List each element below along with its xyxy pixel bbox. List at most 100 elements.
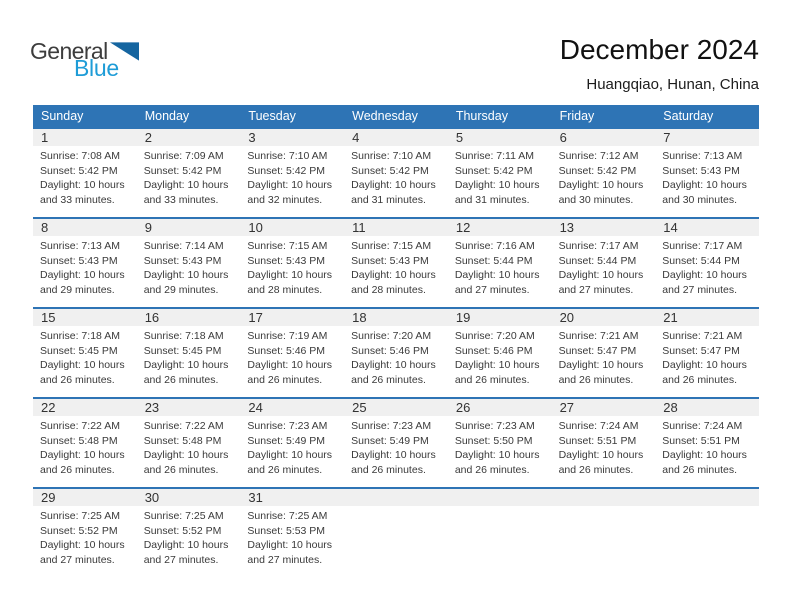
- daylight-text: Daylight: 10 hours and 33 minutes.: [143, 179, 229, 206]
- sunset-text: Sunset: 5:52 PM: [143, 524, 222, 537]
- sunset-text: Sunset: 5:42 PM: [558, 164, 637, 177]
- sunrise-text: Sunrise: 7:20 AM: [454, 330, 535, 342]
- day-cell-empty: [344, 489, 448, 577]
- day-cell-1: 1 Sunrise: 7:08 AM Sunset: 5:42 PM Daylight…: [33, 129, 137, 217]
- day-number: 15: [33, 309, 137, 326]
- day-cell-17: 17 Sunrise: 7:19 AM Sunset: 5:46 PM Dayligh…: [240, 309, 345, 397]
- day-number: 30: [136, 489, 241, 506]
- sunrise-text: Sunrise: 7:22 AM: [143, 420, 224, 432]
- logo-top-row: General: [30, 40, 139, 63]
- day-number: 16: [136, 309, 241, 326]
- day-number: [344, 489, 448, 506]
- day-cell-14: 14 Sunrise: 7:17 AM Sunset: 5:44 PM Dayligh…: [655, 219, 759, 307]
- day-cell-28: 28 Sunrise: 7:24 AM Sunset: 5:51 PM Dayligh…: [655, 399, 759, 487]
- daylight-text: Daylight: 10 hours and 27 minutes.: [40, 539, 125, 566]
- daylight-text: Daylight: 10 hours and 27 minutes.: [247, 539, 333, 566]
- day-number: 4: [344, 129, 448, 146]
- day-number: 2: [136, 129, 241, 146]
- day-number: 21: [655, 309, 759, 326]
- day-number: 3: [240, 129, 345, 146]
- daylight-text: Daylight: 10 hours and 26 minutes.: [558, 359, 644, 386]
- daylight-text: Daylight: 10 hours and 27 minutes.: [454, 269, 540, 296]
- sunset-text: Sunset: 5:53 PM: [247, 524, 326, 537]
- sunset-text: Sunset: 5:45 PM: [40, 344, 118, 357]
- daylight-text: Daylight: 10 hours and 29 minutes.: [143, 269, 229, 296]
- day-number: 6: [551, 129, 656, 146]
- sunset-text: Sunset: 5:43 PM: [662, 164, 740, 177]
- sunset-text: Sunset: 5:46 PM: [351, 344, 429, 357]
- daylight-text: Daylight: 10 hours and 29 minutes.: [40, 269, 125, 296]
- day-number: 29: [33, 489, 137, 506]
- day-cell-10: 10 Sunrise: 7:15 AM Sunset: 5:43 PM Dayligh…: [240, 219, 345, 307]
- sunset-text: Sunset: 5:43 PM: [247, 254, 326, 267]
- sunset-text: Sunset: 5:51 PM: [558, 434, 637, 447]
- day-number: 25: [344, 399, 448, 416]
- logo-text-general: General: [30, 38, 108, 64]
- daylight-text: Daylight: 10 hours and 26 minutes.: [454, 449, 540, 476]
- sunrise-text: Sunrise: 7:17 AM: [662, 240, 743, 252]
- sunset-text: Sunset: 5:48 PM: [40, 434, 118, 447]
- daylight-text: Daylight: 10 hours and 26 minutes.: [40, 359, 125, 386]
- logo-text-blue: Blue: [74, 55, 119, 81]
- logo-triangle-icon: [109, 42, 139, 61]
- weekday-header-thursday: Thursday: [455, 109, 508, 123]
- day-number: 10: [240, 219, 345, 236]
- weekday-header-row: Sunday Monday Tuesday Wednesday Thursday…: [33, 105, 759, 127]
- sunrise-text: Sunrise: 7:21 AM: [662, 330, 743, 342]
- day-number: 11: [344, 219, 448, 236]
- page-location: Huangqiao, Hunan, China: [586, 76, 759, 93]
- sunset-text: Sunset: 5:42 PM: [143, 164, 222, 177]
- day-cell-4: 4 Sunrise: 7:10 AM Sunset: 5:42 PM Daylight…: [344, 129, 448, 217]
- sunrise-text: Sunrise: 7:12 AM: [558, 150, 639, 162]
- sunrise-text: Sunrise: 7:17 AM: [558, 240, 639, 252]
- sunset-text: Sunset: 5:48 PM: [143, 434, 222, 447]
- week-row: 29 Sunrise: 7:25 AM Sunset: 5:52 PM Dayligh…: [33, 487, 759, 577]
- week-row: 1 Sunrise: 7:08 AM Sunset: 5:42 PM Daylight…: [33, 127, 759, 217]
- sunset-text: Sunset: 5:42 PM: [40, 164, 118, 177]
- sunrise-text: Sunrise: 7:15 AM: [351, 240, 432, 252]
- day-cell-23: 23 Sunrise: 7:22 AM Sunset: 5:48 PM Dayligh…: [136, 399, 241, 487]
- sunrise-text: Sunrise: 7:19 AM: [247, 330, 328, 342]
- day-cell-3: 3 Sunrise: 7:10 AM Sunset: 5:42 PM Daylight…: [240, 129, 345, 217]
- sunrise-text: Sunrise: 7:22 AM: [40, 420, 120, 432]
- day-cell-12: 12 Sunrise: 7:16 AM Sunset: 5:44 PM Dayligh…: [447, 219, 552, 307]
- sunrise-text: Sunrise: 7:24 AM: [662, 420, 743, 432]
- day-number: 7: [655, 129, 759, 146]
- day-cell-empty: [655, 489, 759, 577]
- day-cell-6: 6 Sunrise: 7:12 AM Sunset: 5:42 PM Daylight…: [551, 129, 656, 217]
- day-cell-15: 15 Sunrise: 7:18 AM Sunset: 5:45 PM Dayligh…: [33, 309, 137, 397]
- sunset-text: Sunset: 5:46 PM: [247, 344, 326, 357]
- sunrise-text: Sunrise: 7:11 AM: [454, 150, 535, 162]
- day-cell-8: 8 Sunrise: 7:13 AM Sunset: 5:43 PM Daylight…: [33, 219, 137, 307]
- daylight-text: Daylight: 10 hours and 26 minutes.: [351, 449, 436, 476]
- day-number: 19: [447, 309, 552, 326]
- sunrise-text: Sunrise: 7:25 AM: [143, 510, 224, 522]
- sunrise-text: Sunrise: 7:14 AM: [143, 240, 224, 252]
- daylight-text: Daylight: 10 hours and 27 minutes.: [143, 539, 229, 566]
- daylight-text: Daylight: 10 hours and 32 minutes.: [247, 179, 333, 206]
- sunset-text: Sunset: 5:44 PM: [662, 254, 740, 267]
- sunrise-text: Sunrise: 7:25 AM: [247, 510, 328, 522]
- day-number: 23: [136, 399, 241, 416]
- sunrise-text: Sunrise: 7:13 AM: [40, 240, 120, 252]
- weekday-header-sunday: Sunday: [41, 109, 84, 123]
- day-cell-30: 30 Sunrise: 7:25 AM Sunset: 5:52 PM Dayligh…: [136, 489, 241, 577]
- day-cell-19: 19 Sunrise: 7:20 AM Sunset: 5:46 PM Dayligh…: [447, 309, 552, 397]
- sunrise-text: Sunrise: 7:18 AM: [40, 330, 120, 342]
- sunset-text: Sunset: 5:52 PM: [40, 524, 118, 537]
- sunrise-text: Sunrise: 7:24 AM: [558, 420, 639, 432]
- sunrise-text: Sunrise: 7:09 AM: [143, 150, 224, 162]
- sunrise-text: Sunrise: 7:10 AM: [351, 150, 432, 162]
- day-number: 27: [551, 399, 656, 416]
- sunrise-text: Sunrise: 7:08 AM: [40, 150, 120, 162]
- day-cell-31: 31 Sunrise: 7:25 AM Sunset: 5:53 PM Dayligh…: [240, 489, 345, 577]
- day-cell-11: 11 Sunrise: 7:15 AM Sunset: 5:43 PM Dayligh…: [344, 219, 448, 307]
- sunrise-text: Sunrise: 7:21 AM: [558, 330, 639, 342]
- daylight-text: Daylight: 10 hours and 33 minutes.: [40, 179, 125, 206]
- sunrise-text: Sunrise: 7:15 AM: [247, 240, 328, 252]
- sunrise-text: Sunrise: 7:10 AM: [247, 150, 328, 162]
- daylight-text: Daylight: 10 hours and 26 minutes.: [454, 359, 540, 386]
- daylight-text: Daylight: 10 hours and 26 minutes.: [143, 359, 229, 386]
- sunset-text: Sunset: 5:42 PM: [247, 164, 326, 177]
